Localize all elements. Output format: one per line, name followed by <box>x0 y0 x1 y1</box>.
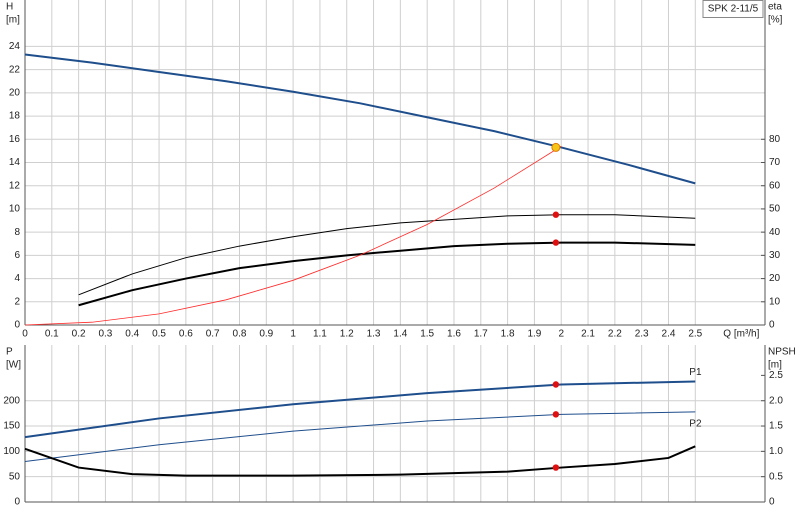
x-tick-label: 0.9 <box>259 329 273 340</box>
curve <box>24 380 696 439</box>
x-tick-label: 2.5 <box>688 329 702 340</box>
y-tick-label: 150 <box>3 421 20 432</box>
x-tick-label: 1.5 <box>420 329 434 340</box>
x-tick-label: 0.5 <box>152 329 166 340</box>
operating-point <box>552 381 560 388</box>
y-tick-label: 50 <box>9 471 21 482</box>
series-label: P2 <box>689 418 702 429</box>
x-tick-label: 1.9 <box>527 329 541 340</box>
x-tick-label: 1.3 <box>367 329 381 340</box>
x-tick-label: 0.7 <box>206 329 220 340</box>
x-axis-title: Q [m³/h] <box>723 329 759 340</box>
y-tick-label: 4 <box>14 273 20 284</box>
y-axis-unit: [m] <box>6 15 20 26</box>
operating-point <box>551 142 561 152</box>
x-tick-label: 0.2 <box>72 329 86 340</box>
x-tick-label: 0.3 <box>98 329 112 340</box>
y-tick-label: 14 <box>9 157 21 168</box>
y2-tick-label: 40 <box>769 227 781 238</box>
y-axis-title: H <box>6 2 13 13</box>
y2-axis-unit: [m] <box>768 360 782 371</box>
curve <box>78 214 696 296</box>
curve <box>78 241 696 307</box>
y2-tick-label: 10 <box>769 296 781 307</box>
y2-tick-label: 1.5 <box>769 421 783 432</box>
y-tick-label: 20 <box>9 87 21 98</box>
y2-tick-label: 0.5 <box>769 471 783 482</box>
x-tick-label: 1.6 <box>447 329 461 340</box>
y2-tick-label: 0 <box>769 320 775 331</box>
curve <box>24 145 562 326</box>
curve <box>24 53 696 185</box>
operating-point <box>552 211 560 218</box>
y-tick-label: 100 <box>3 446 20 457</box>
x-tick-label: 0.6 <box>179 329 193 340</box>
x-tick-label: 2.4 <box>662 329 676 340</box>
x-tick-label: 0 <box>22 329 28 340</box>
x-tick-label: 2.1 <box>581 329 595 340</box>
x-tick-label: 0.1 <box>45 329 59 340</box>
x-tick-label: 1.7 <box>474 329 488 340</box>
y-tick-label: 200 <box>3 395 20 406</box>
operating-point <box>552 239 560 246</box>
y-axis-title: P <box>6 347 13 358</box>
y-tick-label: 12 <box>9 180 21 191</box>
x-tick-label: 0.4 <box>125 329 139 340</box>
x-tick-label: 2 <box>558 329 564 340</box>
y-tick-label: 0 <box>14 320 20 331</box>
y2-tick-label: 20 <box>769 273 781 284</box>
y2-tick-label: 30 <box>769 250 781 261</box>
y2-axis-unit: [%] <box>768 15 783 26</box>
y-tick-label: 2 <box>14 296 20 307</box>
operating-point <box>552 464 560 471</box>
x-tick-label: 1.2 <box>340 329 354 340</box>
series-label: P1 <box>689 367 702 378</box>
x-tick-label: 0.8 <box>233 329 247 340</box>
y-axis-unit: [W] <box>6 360 21 371</box>
y-tick-label: 16 <box>9 134 21 145</box>
y-tick-label: 10 <box>9 204 21 215</box>
y2-tick-label: 2.0 <box>769 395 783 406</box>
y2-tick-label: 2.5 <box>769 370 783 381</box>
y2-axis-title: eta <box>768 2 782 13</box>
y-tick-label: 6 <box>14 250 20 261</box>
y-tick-label: 22 <box>9 64 21 75</box>
y-tick-label: 0 <box>14 497 20 508</box>
x-tick-label: 1.1 <box>313 329 327 340</box>
x-tick-label: 2.3 <box>635 329 649 340</box>
x-tick-label: 1.8 <box>501 329 515 340</box>
x-tick-label: 1.4 <box>393 329 407 340</box>
x-tick-label: 2.2 <box>608 329 622 340</box>
y-tick-label: 8 <box>14 227 20 238</box>
y2-tick-label: 70 <box>769 157 781 168</box>
operating-point <box>552 411 560 418</box>
y-tick-label: 18 <box>9 111 21 122</box>
x-tick-label: 1 <box>290 329 296 340</box>
y2-tick-label: 1.0 <box>769 446 783 457</box>
y2-tick-label: 80 <box>769 134 781 145</box>
curve <box>24 445 696 477</box>
y2-tick-label: 60 <box>769 180 781 191</box>
y2-tick-label: 0 <box>769 497 775 508</box>
y2-axis-title: NPSH <box>768 347 796 358</box>
y-tick-label: 24 <box>9 41 21 52</box>
y2-tick-label: 50 <box>769 204 781 215</box>
curve <box>24 411 696 462</box>
curve-id-box <box>702 0 764 18</box>
curve-id: SPK 2-11/5 <box>708 4 759 15</box>
